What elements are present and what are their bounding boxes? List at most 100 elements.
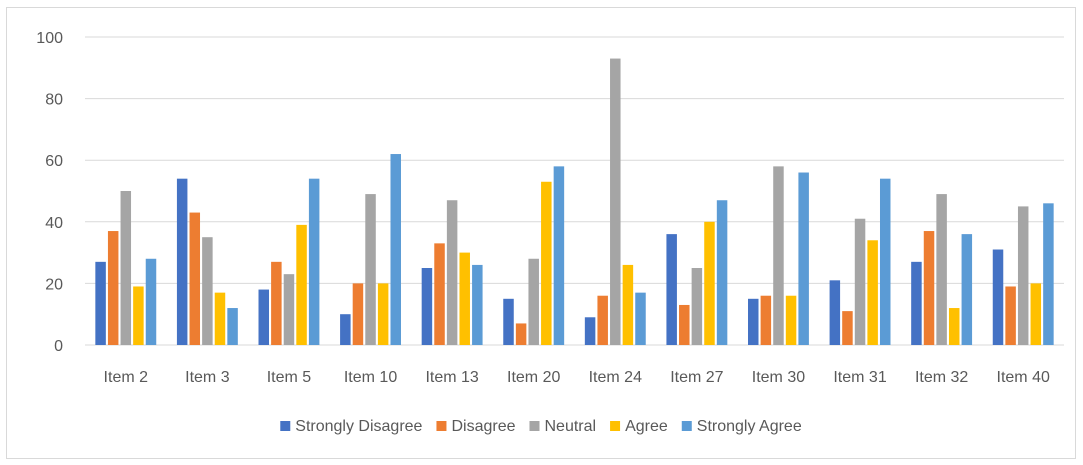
bar bbox=[352, 283, 364, 345]
legend-swatch bbox=[681, 421, 692, 431]
bar bbox=[785, 295, 797, 345]
bar bbox=[459, 252, 470, 345]
bar bbox=[133, 286, 144, 345]
bar bbox=[258, 289, 270, 345]
y-tick-label: 0 bbox=[54, 338, 63, 355]
y-tick-label: 20 bbox=[45, 276, 63, 293]
x-axis-ticks: Item 2 Item 3 Item 5 Item 10 Item 13 Item 20 I… bbox=[104, 369, 1050, 386]
bar bbox=[120, 191, 132, 345]
bar bbox=[390, 154, 401, 345]
x-tick-label: Item 20 bbox=[507, 369, 560, 386]
bar bbox=[584, 317, 596, 345]
bar bbox=[271, 261, 282, 345]
bar bbox=[867, 240, 878, 345]
bar bbox=[773, 166, 784, 345]
x-tick-label: Item 10 bbox=[344, 369, 397, 386]
x-tick-label: Item 32 bbox=[915, 369, 968, 386]
bar bbox=[541, 181, 552, 345]
bar bbox=[553, 166, 565, 345]
x-tick-label: Item 31 bbox=[833, 369, 886, 386]
bar bbox=[948, 308, 960, 345]
bar bbox=[923, 231, 935, 345]
y-tick-label: 80 bbox=[45, 92, 63, 109]
bar bbox=[666, 234, 677, 345]
bar bbox=[635, 292, 646, 345]
bar bbox=[434, 243, 445, 345]
legend-swatch bbox=[436, 421, 447, 431]
bar bbox=[296, 224, 307, 345]
bar bbox=[421, 268, 433, 345]
bar bbox=[308, 178, 320, 345]
chart-frame: 0 20 40 60 80 100 Item 2 Item 3 Item 5 Item 10 It… bbox=[6, 7, 1076, 459]
bar bbox=[798, 172, 809, 345]
legend: Strongly Disagree Disagree Neutral Agree Str… bbox=[280, 418, 802, 435]
bar bbox=[597, 295, 608, 345]
bar bbox=[879, 178, 891, 345]
bar bbox=[704, 221, 715, 345]
x-tick-label: Item 5 bbox=[267, 369, 312, 386]
bar bbox=[340, 314, 351, 345]
x-tick-label: Item 27 bbox=[670, 369, 723, 386]
legend-label: Neutral bbox=[544, 418, 596, 435]
x-tick-label: Item 30 bbox=[752, 369, 805, 386]
bar bbox=[515, 323, 527, 345]
legend-item: Agree bbox=[610, 418, 668, 435]
y-tick-label: 40 bbox=[45, 215, 63, 232]
bar bbox=[842, 311, 853, 345]
bar bbox=[911, 261, 922, 345]
bar bbox=[189, 212, 201, 345]
bar bbox=[748, 298, 759, 345]
legend-label: Agree bbox=[625, 418, 668, 435]
bar bbox=[992, 249, 1004, 345]
x-tick-label: Item 13 bbox=[425, 369, 478, 386]
bar bbox=[961, 234, 973, 345]
bar bbox=[936, 194, 947, 345]
bar bbox=[622, 264, 634, 345]
bar bbox=[472, 264, 483, 345]
bar bbox=[1030, 283, 1042, 345]
bar bbox=[760, 295, 772, 345]
bar bbox=[528, 258, 539, 345]
bar bbox=[1017, 206, 1029, 345]
bars bbox=[95, 58, 1054, 346]
legend-swatch bbox=[529, 421, 540, 431]
bar bbox=[679, 304, 690, 345]
x-tick-label: Item 24 bbox=[589, 369, 642, 386]
legend-swatch bbox=[610, 421, 621, 431]
bar bbox=[610, 58, 621, 346]
legend-item: Strongly Disagree bbox=[280, 418, 423, 435]
x-tick-label: Item 3 bbox=[185, 369, 230, 386]
bar bbox=[1043, 203, 1054, 345]
bar bbox=[176, 178, 188, 345]
bar bbox=[503, 298, 514, 345]
y-tick-label: 60 bbox=[45, 153, 63, 170]
bar bbox=[446, 200, 458, 345]
bar bbox=[283, 274, 295, 345]
bar bbox=[227, 308, 238, 345]
legend-swatch bbox=[280, 421, 291, 431]
bar bbox=[202, 237, 213, 345]
legend-item: Neutral bbox=[529, 418, 596, 435]
bar bbox=[95, 261, 106, 345]
bar bbox=[145, 258, 157, 345]
bar bbox=[1005, 286, 1016, 345]
y-axis-ticks: 0 20 40 60 80 100 bbox=[36, 30, 63, 355]
bar bbox=[377, 283, 389, 345]
bar bbox=[214, 292, 226, 345]
bar bbox=[829, 280, 841, 345]
bar bbox=[854, 218, 866, 345]
bar bbox=[716, 200, 728, 345]
bar bbox=[365, 194, 376, 345]
bar bbox=[691, 268, 703, 345]
gridlines bbox=[85, 36, 1064, 346]
legend-label: Strongly Agree bbox=[697, 418, 802, 435]
legend-label: Strongly Disagree bbox=[295, 418, 422, 435]
legend-item: Strongly Agree bbox=[681, 418, 802, 435]
y-tick-label: 100 bbox=[36, 30, 63, 47]
x-tick-label: Item 2 bbox=[104, 369, 149, 386]
bar bbox=[107, 231, 119, 345]
legend-label: Disagree bbox=[451, 418, 515, 435]
legend-item: Disagree bbox=[436, 418, 516, 435]
x-tick-label: Item 40 bbox=[997, 369, 1050, 386]
